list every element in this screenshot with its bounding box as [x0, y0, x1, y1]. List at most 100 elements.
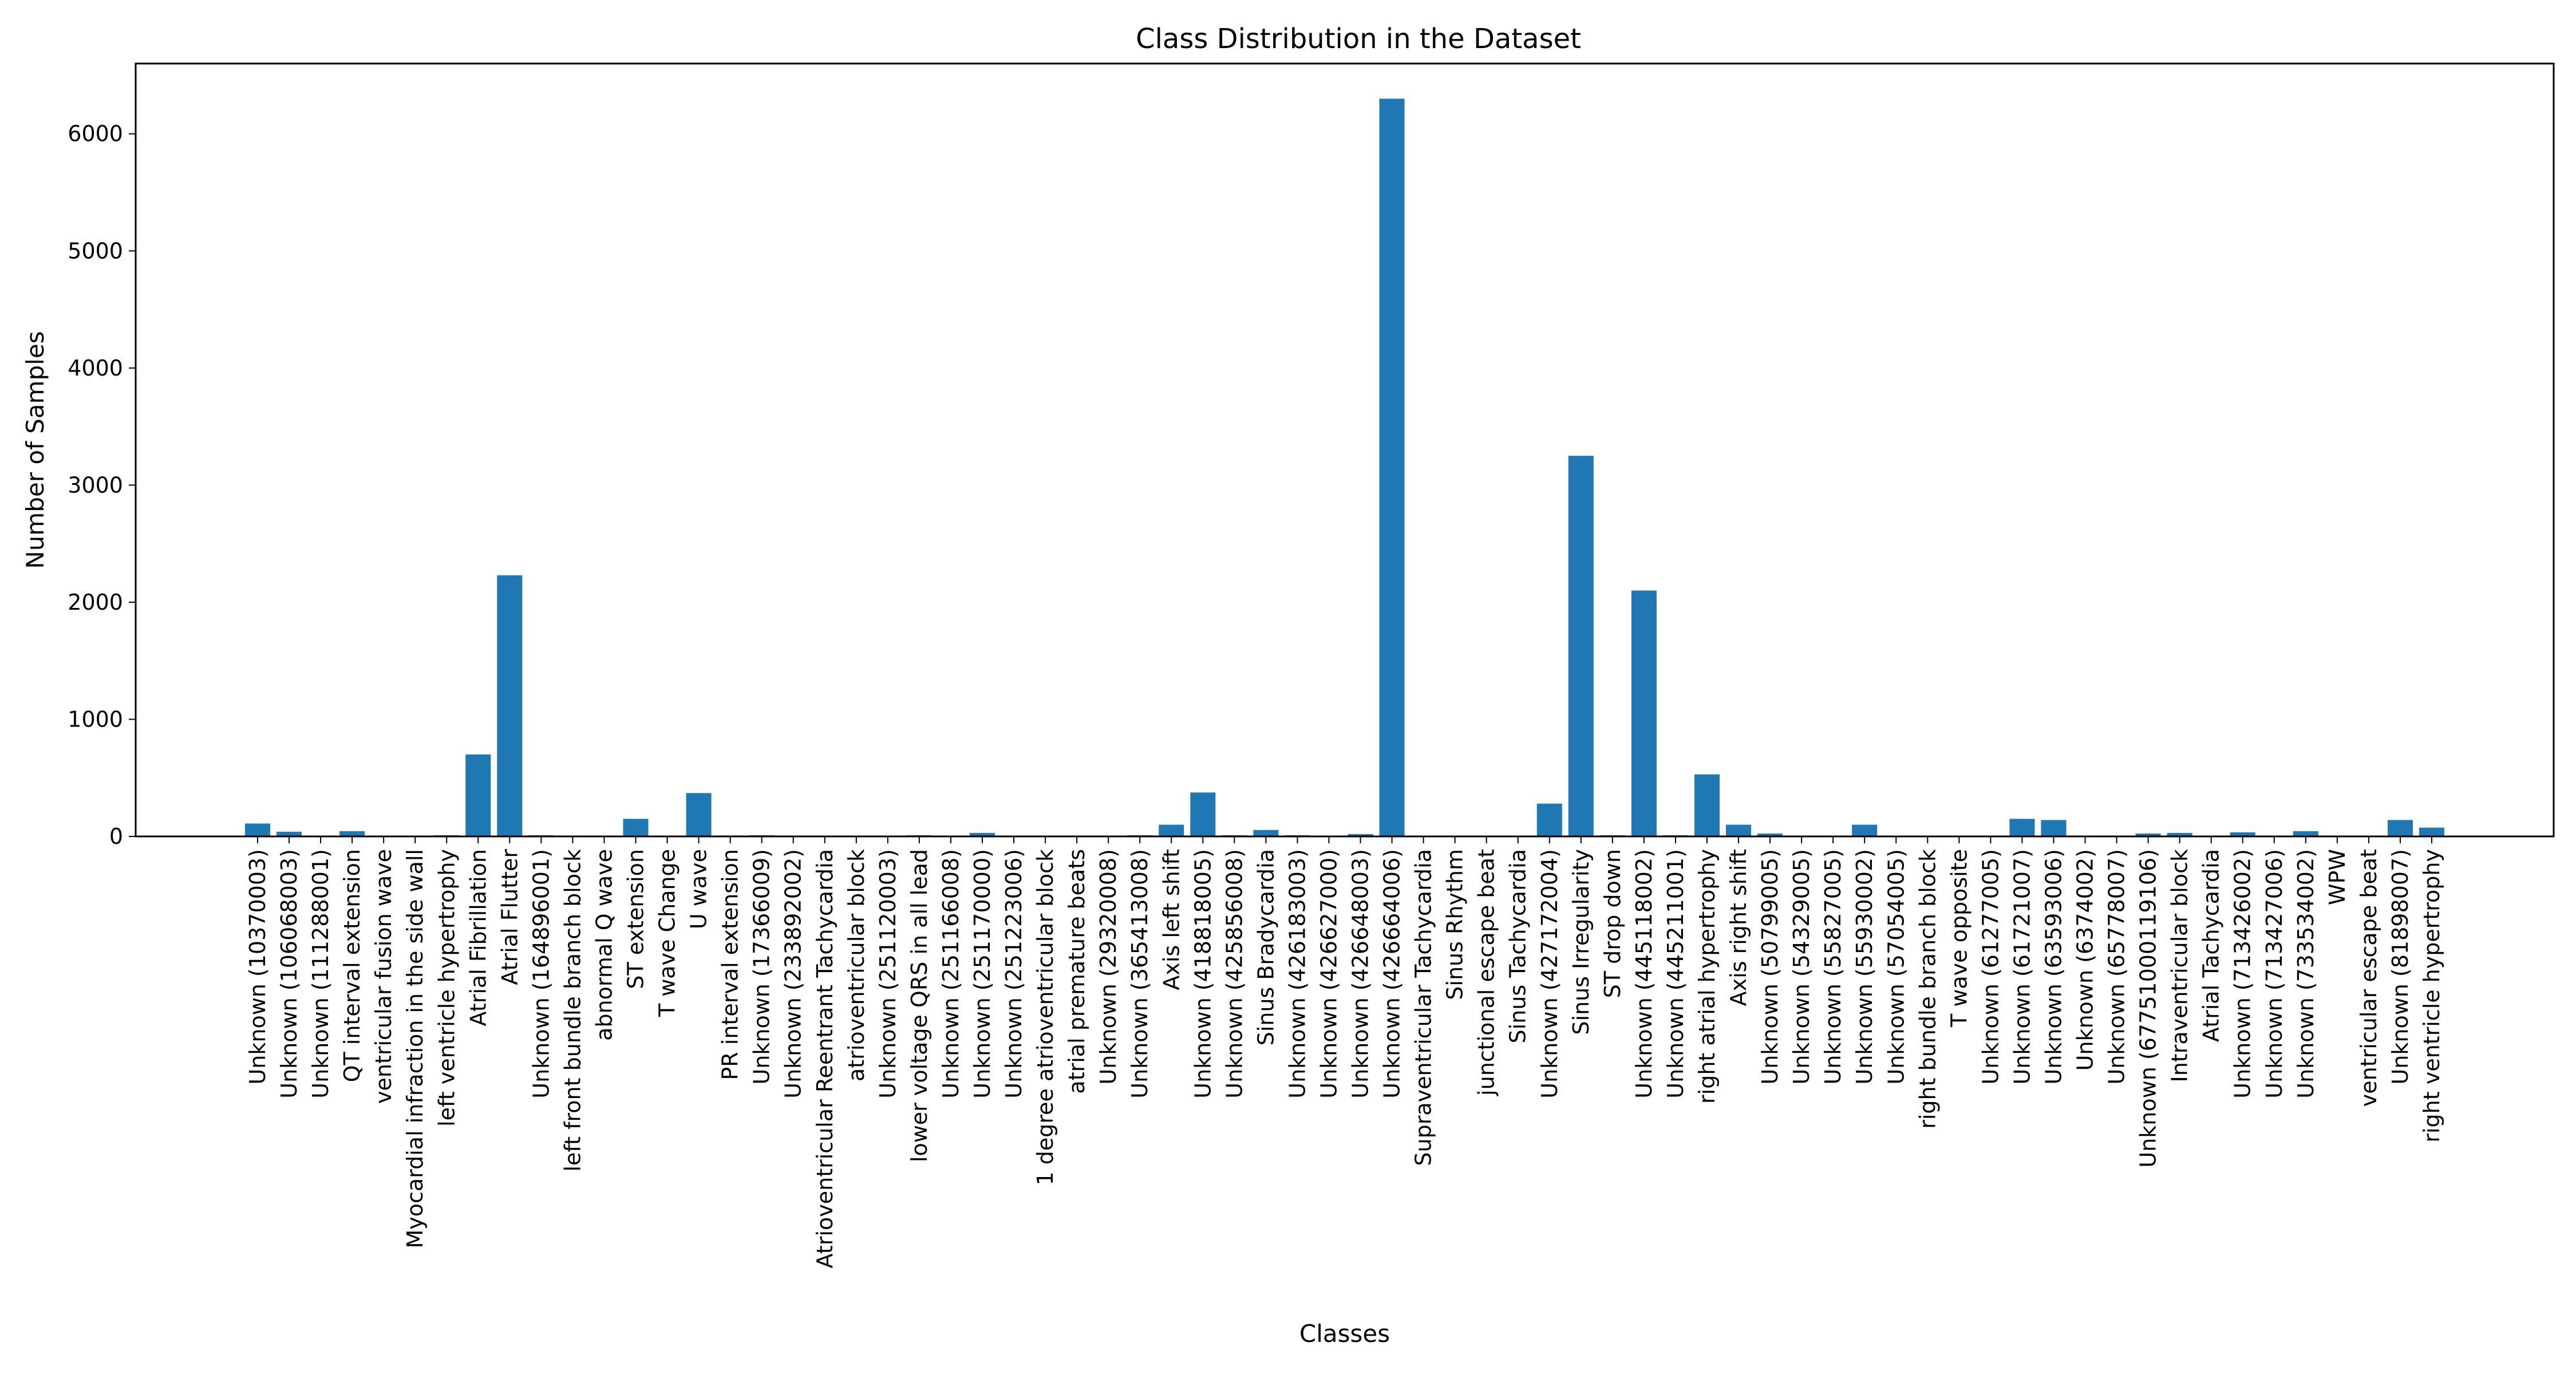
bar	[1631, 590, 1657, 836]
bar	[1379, 98, 1405, 837]
x-tick-label: Unknown (55930002)	[1852, 849, 1877, 1085]
x-tick-label: ST drop down	[1600, 849, 1625, 998]
x-tick-label: Unknown (50799005)	[1757, 849, 1783, 1085]
y-tick-label: 2000	[68, 590, 123, 615]
x-tick-label: Unknown (713427006)	[2262, 849, 2287, 1099]
x-tick-label: Unknown (425856008)	[1222, 849, 1247, 1099]
y-tick-label: 1000	[68, 706, 123, 732]
x-tick-label: right bundle branch block	[1915, 849, 1940, 1129]
x-axis-label: Classes	[1299, 1320, 1390, 1348]
x-tick-label: Atrial Fibrillation	[465, 849, 491, 1026]
x-tick-label: atrioventricular block	[844, 849, 869, 1081]
x-tick-label: Unknown (29320008)	[1096, 849, 1121, 1085]
bar	[1757, 833, 1783, 836]
x-tick-label: Axis right shift	[1726, 849, 1751, 1006]
x-tick-label: left ventricle hypertrophy	[434, 849, 459, 1127]
x-tick-label: Unknown (251120003)	[875, 849, 900, 1099]
bar	[2230, 832, 2255, 836]
x-tick-label: Unknown (426648003)	[1348, 849, 1373, 1099]
x-tick-label: Unknown (6374002)	[2073, 849, 2098, 1071]
x-tick-label: T wave Change	[655, 849, 680, 1017]
x-tick-label: WPW	[2325, 849, 2350, 905]
bar	[623, 819, 649, 836]
x-tick-label: atrial premature beats	[1064, 849, 1089, 1094]
x-tick-label: Unknown (426183003)	[1285, 849, 1310, 1099]
x-tick-label: Unknown (81898007)	[2388, 849, 2413, 1085]
x-tick-label: Unknown (445118002)	[1631, 849, 1657, 1099]
y-axis-label: Number of Samples	[21, 331, 49, 568]
x-tick-label: Intraventricular block	[2167, 849, 2192, 1082]
x-tick-label: Unknown (445211001)	[1663, 849, 1688, 1099]
bar	[1536, 803, 1562, 836]
x-tick-label: Unknown (55827005)	[1820, 849, 1846, 1085]
x-tick-label: Unknown (61277005)	[1978, 849, 2003, 1085]
x-tick-label: U wave	[686, 849, 712, 929]
x-tick-label: Sinus Irregularity	[1568, 849, 1594, 1035]
x-tick-label: Unknown (164896001)	[528, 849, 554, 1099]
bar	[1568, 456, 1594, 836]
bar	[686, 793, 712, 836]
x-tick-label: Unknown (65778007)	[2104, 849, 2129, 1085]
y-tick-label: 3000	[68, 472, 123, 498]
x-tick-label: Atrial Flutter	[497, 849, 522, 985]
bar	[497, 575, 523, 836]
bar	[1694, 774, 1720, 836]
bar	[969, 832, 995, 836]
x-tick-label: right ventricle hypertrophy	[2419, 849, 2444, 1143]
x-tick-label: Unknown (111288001)	[308, 849, 333, 1099]
bar	[2293, 831, 2318, 836]
x-tick-label: right atrial hypertrophy	[1694, 849, 1720, 1104]
bar	[1348, 834, 1373, 836]
x-tick-label: PR interval extension	[718, 849, 743, 1080]
bar	[339, 831, 365, 836]
x-tick-label: QT interval extension	[339, 849, 365, 1082]
bar	[465, 754, 491, 836]
chart-title: Class Distribution in the Dataset	[1136, 23, 1581, 55]
x-tick-label: Unknown (54329005)	[1789, 849, 1814, 1085]
bars-group	[244, 98, 2445, 837]
x-tick-label: Sinus Rhythm	[1443, 849, 1468, 1000]
x-tick-label: Unknown (251166008)	[938, 849, 963, 1099]
x-tick-label: Unknown (426627000)	[1316, 849, 1341, 1099]
bar	[2135, 833, 2161, 836]
x-tick-label: Unknown (251170000)	[970, 849, 995, 1099]
y-tick-label: 5000	[68, 238, 123, 263]
x-tick-label: Unknown (63593006)	[2041, 849, 2066, 1085]
x-tick-label: Unknown (426664006)	[1380, 849, 1405, 1099]
y-axis-ticks: 0 1000 2000 3000 4000 5000 6000	[68, 121, 136, 849]
x-tick-label: Myocardial infraction in the side wall	[402, 849, 428, 1249]
bar	[276, 831, 302, 836]
x-tick-label: ventricular escape beat	[2356, 849, 2381, 1107]
x-tick-label: Unknown (10370003)	[245, 849, 270, 1085]
x-tick-label: 1 degree atrioventricular block	[1033, 849, 1058, 1186]
x-tick-label: Unknown (67751000119106)	[2136, 849, 2161, 1168]
x-tick-label: Unknown (713426002)	[2230, 849, 2255, 1099]
bar	[2167, 832, 2192, 836]
bar	[1159, 824, 1184, 836]
x-tick-label: left front bundle branch block	[560, 849, 585, 1172]
x-axis-ticks: Unknown (10370003) Unknown (106068003) Unk…	[245, 836, 2444, 1268]
x-tick-label: ventricular fusion wave	[371, 849, 396, 1104]
bar	[1253, 830, 1279, 836]
x-tick-label: Unknown (106068003)	[276, 849, 302, 1099]
x-tick-label: Unknown (251223006)	[1001, 849, 1026, 1099]
x-tick-label: ST extension	[623, 849, 649, 989]
y-tick-label: 6000	[68, 121, 123, 147]
x-tick-label: Axis left shift	[1159, 849, 1184, 990]
x-tick-label: Sinus Tachycardia	[1506, 849, 1531, 1044]
y-tick-label: 4000	[68, 356, 123, 381]
x-tick-label: Unknown (427172004)	[1537, 849, 1562, 1099]
bar	[2009, 819, 2035, 836]
x-tick-label: T wave opposite	[1946, 849, 1971, 1028]
x-tick-label: lower voltage QRS in all lead	[907, 849, 932, 1162]
x-tick-label: Unknown (57054005)	[1883, 849, 1909, 1085]
bar	[1726, 824, 1752, 836]
x-tick-label: abnormal Q wave	[591, 849, 617, 1041]
x-tick-label: junctional escape beat	[1474, 849, 1499, 1096]
bar	[2419, 827, 2445, 836]
x-tick-label: Unknown (61721007)	[2009, 849, 2034, 1085]
x-tick-label: Unknown (17366009)	[749, 849, 775, 1085]
bar	[1190, 792, 1216, 836]
bar	[2387, 820, 2413, 836]
